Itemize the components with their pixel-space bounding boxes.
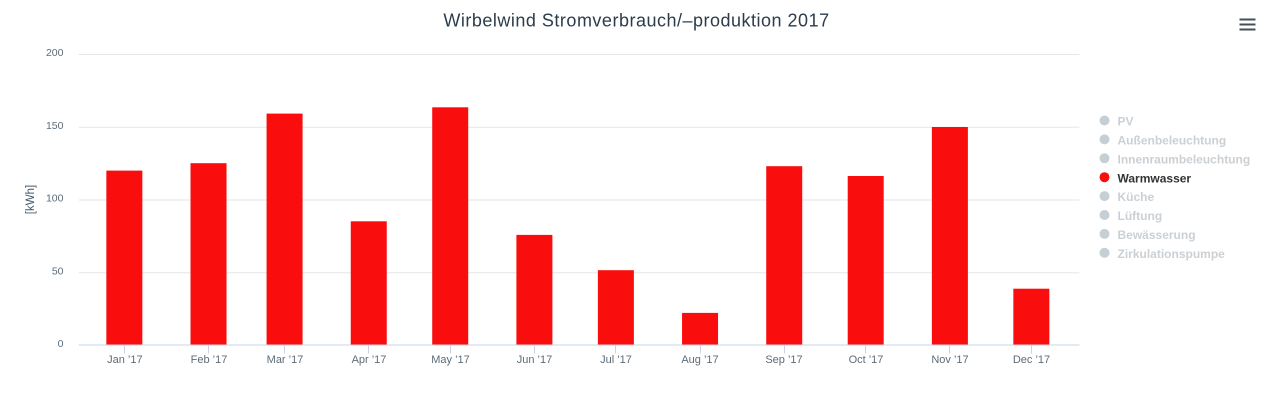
svg-text:Wirbelwind Stromverbrauch/–pro: Wirbelwind Stromverbrauch/–produktion 20… [443, 10, 829, 30]
svg-text:150: 150 [46, 120, 64, 132]
svg-text:Mar ’17: Mar ’17 [267, 354, 304, 366]
svg-text:May ’17: May ’17 [431, 354, 470, 366]
svg-text:PV: PV [1118, 115, 1134, 129]
svg-text:100: 100 [46, 193, 64, 205]
svg-text:Dec ’17: Dec ’17 [1013, 354, 1050, 366]
svg-text:50: 50 [52, 265, 64, 277]
svg-text:Jul ’17: Jul ’17 [600, 354, 632, 366]
svg-text:[kWh]: [kWh] [25, 185, 37, 214]
svg-text:Außenbeleuchtung: Außenbeleuchtung [1118, 134, 1227, 148]
svg-text:Jun ’17: Jun ’17 [517, 354, 552, 366]
svg-text:Aug ’17: Aug ’17 [681, 354, 718, 366]
svg-text:Feb ’17: Feb ’17 [191, 354, 228, 366]
svg-text:Warmwasser: Warmwasser [1118, 171, 1192, 185]
svg-text:Oct ’17: Oct ’17 [849, 354, 884, 366]
svg-text:Jan ’17: Jan ’17 [107, 354, 142, 366]
svg-text:Nov ’17: Nov ’17 [931, 354, 968, 366]
svg-text:Innenraumbeleuchtung: Innenraumbeleuchtung [1118, 152, 1251, 166]
svg-text:Apr ’17: Apr ’17 [352, 354, 387, 366]
svg-text:0: 0 [58, 338, 64, 350]
svg-text:Sep ’17: Sep ’17 [765, 354, 802, 366]
svg-text:Zirkulationspumpe: Zirkulationspumpe [1118, 247, 1226, 261]
svg-text:Bewässerung: Bewässerung [1118, 228, 1196, 242]
svg-text:200: 200 [46, 47, 64, 59]
svg-text:Küche: Küche [1118, 190, 1155, 204]
svg-text:Lüftung: Lüftung [1118, 209, 1163, 223]
